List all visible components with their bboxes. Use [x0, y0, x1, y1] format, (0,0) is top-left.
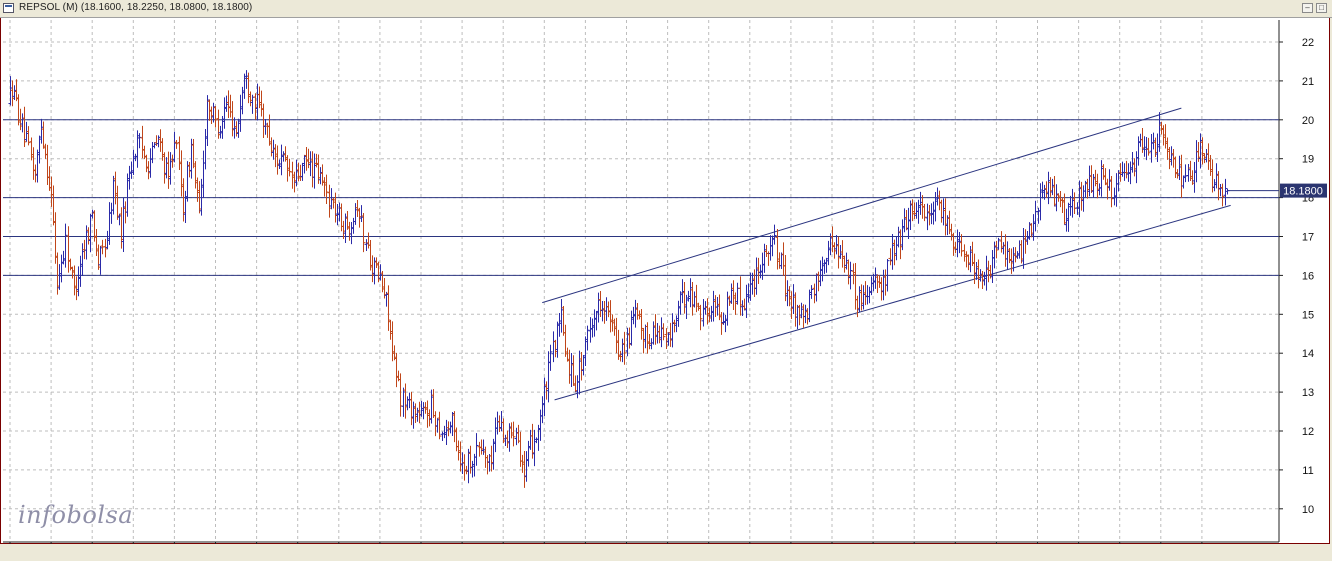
ohlc-bar — [63, 223, 68, 268]
y-axis-tick-label: 14 — [1302, 348, 1314, 360]
ohlc-bar — [213, 105, 218, 128]
window-titlebar[interactable]: REPSOL (M) (18.1600, 18.2250, 18.0800, 1… — [0, 0, 1332, 18]
price-chart[interactable]: 1011121314151617181920212218.1800JulAgoS… — [0, 18, 1332, 544]
y-axis-tick-label: 17 — [1302, 232, 1314, 244]
y-axis-tick-label: 21 — [1302, 76, 1314, 88]
y-axis-tick-label: 15 — [1302, 309, 1314, 321]
ohlc-bar — [437, 411, 442, 440]
ohlc-bar — [772, 224, 777, 245]
ohlc-bar — [996, 237, 1001, 250]
y-axis-tick-label: 16 — [1302, 270, 1314, 282]
ohlc-bar — [324, 174, 329, 205]
ohlc-bar — [1223, 178, 1228, 206]
y-axis-tick-label: 19 — [1302, 154, 1314, 166]
y-axis-tick-label: 10 — [1302, 504, 1314, 516]
ohlc-bar — [137, 133, 142, 149]
ohlc-bar — [848, 261, 853, 290]
trend-channel-line — [542, 107, 1182, 304]
last-price-tag — [1280, 183, 1327, 198]
y-axis-tick-label: 13 — [1302, 387, 1314, 399]
minimize-button[interactable]: – — [1302, 3, 1313, 13]
ohlc-bar — [994, 240, 999, 259]
window-title: REPSOL (M) (18.1600, 18.2250, 18.0800, 1… — [19, 2, 253, 13]
y-axis-tick-label: 12 — [1302, 426, 1314, 438]
ohlc-bar — [174, 139, 179, 149]
ohlc-bar — [22, 106, 27, 148]
maximize-button[interactable]: □ — [1316, 3, 1327, 13]
ohlc-bar — [548, 344, 553, 371]
ohlc-bar — [511, 421, 516, 447]
window-footer — [0, 544, 1332, 561]
plot-area — [3, 20, 1279, 542]
ohlc-bar — [1220, 183, 1225, 207]
ohlc-bar — [585, 325, 590, 351]
ohlc-bar — [1146, 137, 1151, 156]
y-axis-tick-label: 22 — [1302, 37, 1314, 49]
chart-window-icon — [3, 3, 14, 13]
y-axis-tick-label: 20 — [1302, 115, 1314, 127]
infobolsa-watermark: infobolsa — [18, 501, 133, 529]
ohlc-bar — [661, 323, 666, 341]
y-axis-tick-label: 11 — [1302, 465, 1313, 477]
ohlc-bar — [361, 212, 366, 253]
last-price-label: 18.1800 — [1283, 186, 1323, 198]
ohlc-bar — [698, 304, 703, 331]
ohlc-bar — [922, 204, 927, 222]
ohlc-bar — [26, 126, 31, 146]
trend-channel-line — [554, 204, 1231, 401]
ohlc-bar — [885, 259, 890, 292]
ohlc-bar — [809, 285, 814, 299]
ohlc-bar — [622, 331, 627, 365]
ohlc-bar — [474, 433, 479, 466]
